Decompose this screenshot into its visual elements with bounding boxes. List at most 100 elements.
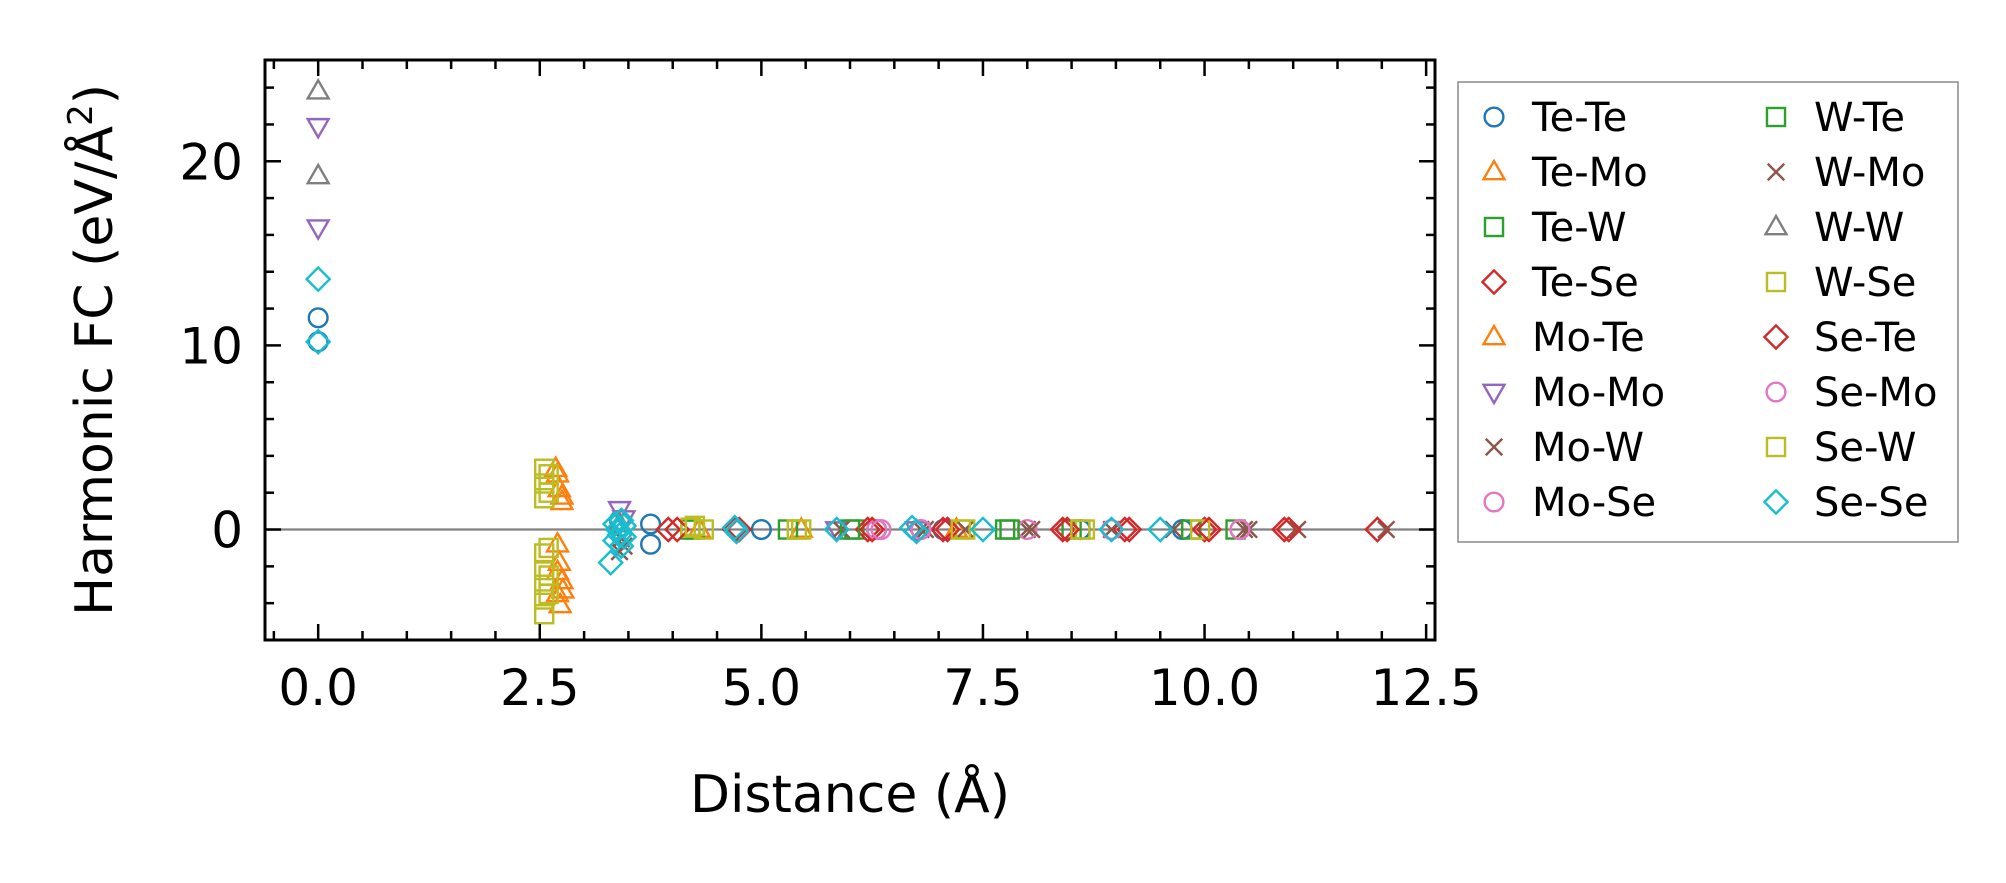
point-w-se-8: [680, 517, 701, 538]
point-se-se-17: [1098, 516, 1125, 543]
point-w-mo-2: [1022, 520, 1041, 539]
legend-item-mo-te: Mo-Te: [1481, 315, 1645, 361]
point-se-se-15: [903, 518, 930, 545]
point-w-se-3: [533, 543, 555, 564]
point-se-mo-2: [1229, 518, 1251, 541]
legend-marker: [1483, 491, 1505, 513]
x-tick-label: 2.5: [500, 659, 580, 717]
x-tick-labels: 0.0 2.5 5.0 7.5 10.0 12.5: [278, 659, 1481, 717]
point-w-se-6: [533, 589, 555, 610]
legend-marker: [1484, 437, 1504, 457]
legend-marker: [1765, 381, 1787, 403]
plot-area: [265, 60, 1435, 640]
series-se-te: [663, 516, 1302, 543]
point-w-w-1: [305, 162, 331, 185]
x-tick-label: 0.0: [278, 659, 358, 717]
point-se-te-6: [1195, 516, 1223, 543]
legend-label: W-Se: [1814, 260, 1916, 306]
legend-item-w-te: W-Te: [1765, 95, 1905, 141]
point-se-w-1: [538, 482, 559, 503]
point-mo-w-5: [1018, 520, 1037, 539]
legend-label: Mo-W: [1532, 425, 1644, 471]
legend-item-se-te: Se-Te: [1762, 315, 1917, 361]
legend-marker: [1765, 436, 1787, 458]
point-se-w-4: [538, 583, 559, 605]
y-axis-label: Harmonic FC (eV/Å2): [61, 84, 125, 616]
legend-item-te-se: Te-Se: [1480, 260, 1639, 306]
point-mo-w-9: [1288, 520, 1307, 539]
y-tick-labels: 0 10 20: [179, 133, 243, 559]
point-mo-mo-1: [305, 219, 331, 241]
point-te-se-6: [1191, 516, 1218, 543]
legend-item-se-mo: Se-Mo: [1765, 370, 1937, 416]
point-se-se-2: [597, 549, 624, 576]
legend-label: W-Mo: [1814, 150, 1925, 196]
point-se-te-2: [858, 516, 886, 543]
legend-marker: [1483, 106, 1505, 128]
legend-item-mo-w: Mo-W: [1484, 425, 1644, 471]
point-w-te-2: [999, 519, 1020, 540]
legend-item-w-se: W-Se: [1765, 260, 1916, 306]
point-se-se-11: [721, 514, 749, 541]
x-tick-label: 12.5: [1370, 659, 1481, 717]
legend-marker: [1481, 383, 1507, 406]
legend-label: W-W: [1814, 205, 1904, 251]
legend-label: Mo-Te: [1532, 315, 1645, 361]
legend-marker: [1481, 323, 1507, 346]
legend-marker: [1765, 106, 1787, 128]
y-tick-label: 0: [211, 502, 243, 560]
point-w-se-13: [1189, 519, 1211, 540]
legend-label: Se-Te: [1814, 315, 1917, 361]
point-te-te-0: [307, 307, 329, 329]
point-se-te-7: [1275, 516, 1302, 543]
legend-label: Mo-Mo: [1532, 370, 1665, 416]
legend-item-te-mo: Te-Mo: [1481, 150, 1648, 196]
point-se-se-18: [1146, 516, 1174, 543]
point-se-mo-0: [870, 518, 892, 541]
legend-marker: [1483, 216, 1505, 238]
point-se-se-1: [304, 328, 332, 355]
legend-label: Te-Te: [1531, 95, 1627, 141]
legend-marker: [1766, 162, 1786, 182]
legend-item-mo-se: Mo-Se: [1483, 480, 1656, 526]
legend-item-mo-mo: Mo-Mo: [1481, 370, 1665, 416]
point-w-se-0: [533, 458, 555, 479]
point-mo-w-7: [1164, 520, 1183, 539]
point-se-se-13: [823, 516, 850, 543]
y-axis-label-suffix: ): [65, 84, 125, 104]
point-se-se-10: [610, 523, 638, 551]
point-mo-mo-0: [305, 117, 331, 140]
point-se-se-6: [606, 521, 633, 549]
point-se-te-3: [934, 516, 961, 543]
point-te-se-7: [1271, 516, 1298, 543]
x-axis-label: Distance (Å): [690, 763, 1010, 825]
y-tick-label: 10: [179, 317, 243, 375]
point-w-se-7: [533, 604, 555, 625]
legend-label: Te-Mo: [1531, 150, 1648, 196]
legend-label: Se-W: [1814, 425, 1916, 471]
legend-item-se-w: Se-W: [1765, 425, 1916, 471]
point-se-se-9: [610, 512, 638, 540]
legend-item-te-w: Te-W: [1483, 205, 1627, 251]
x-tick-label: 10.0: [1149, 659, 1260, 717]
y-tick-label: 20: [179, 133, 243, 191]
legend-label: Se-Mo: [1814, 370, 1937, 416]
point-w-se-2: [533, 488, 555, 509]
point-se-se-7: [608, 507, 635, 534]
point-se-w-2: [538, 537, 559, 559]
point-te-se-5: [1111, 516, 1139, 543]
legend-item-te-te: Te-Te: [1483, 95, 1627, 141]
x-tick-label: 5.0: [722, 659, 802, 717]
point-mo-se-3: [1100, 518, 1123, 541]
legend-item-se-se: Se-Se: [1762, 480, 1928, 526]
legend-marker: [1480, 268, 1508, 296]
axis-ticks: [265, 60, 1435, 642]
point-se-w-8: [1070, 519, 1091, 540]
legend-marker: [1765, 271, 1787, 293]
point-se-se-0: [304, 265, 332, 293]
point-te-se-8: [1364, 516, 1391, 543]
point-se-w-6: [791, 519, 812, 540]
legend-label: W-Te: [1814, 95, 1905, 141]
x-tick-label: 7.5: [943, 659, 1023, 717]
